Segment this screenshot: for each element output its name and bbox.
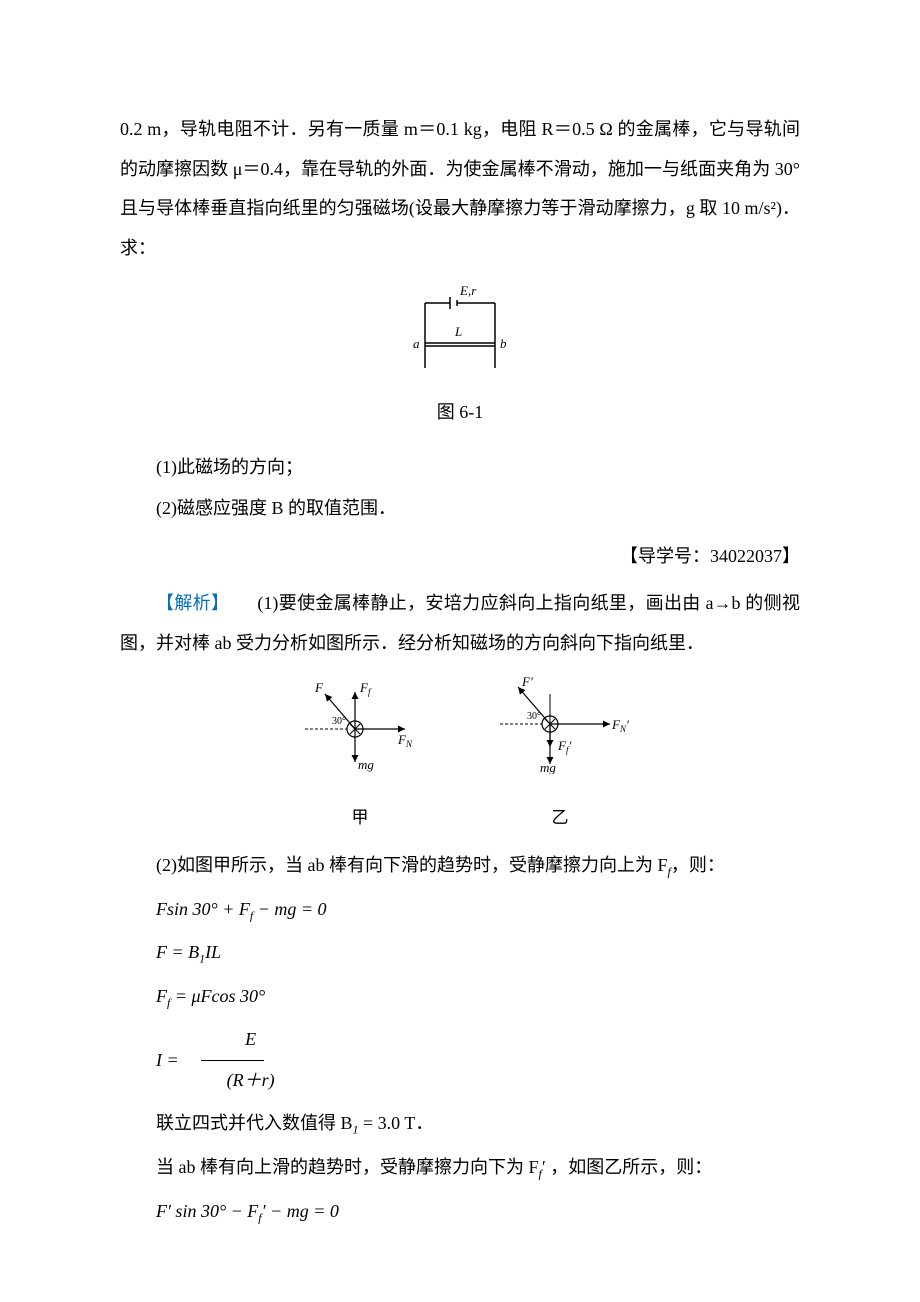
svg-text:FN: FN [397,732,413,749]
fraction-numerator: E [201,1020,264,1061]
svg-text:30°: 30° [332,716,346,727]
question-1: (1)此磁场的方向； [120,448,800,488]
circuit-figure-container: E,r L a b 图 6-1 [120,283,800,432]
svg-text:Ff′: Ff′ [557,738,571,755]
svg-text:mg: mg [358,757,374,772]
svg-text:Ff: Ff [359,680,372,697]
fraction-denominator: (R＋r) [187,1061,279,1101]
terminal-b: b [500,336,507,351]
equation-4: I = E (R＋r) [120,1020,800,1100]
diagram-label-yi: 乙 [490,799,630,836]
svg-text:FN′: FN′ [611,717,629,734]
equation-5: F′ sin 30° − Ff′ − mg = 0 [120,1192,800,1232]
equation-2: F = B1IL [120,933,800,973]
figure-1-label: 图 6-1 [120,393,800,433]
question-2: (2)磁感应强度 B 的取值范围． [120,489,800,529]
svg-text:F: F [314,680,324,695]
force-diagram-jia-wrapper: F 30° Ff FN mg 甲 [290,674,430,836]
circuit-diagram: E,r L a b [395,283,525,373]
svg-text:30°: 30° [527,711,541,722]
analysis-label: 【解析】 [156,593,229,613]
force-diagram-yi-wrapper: F′ 30° FN′ Ff′ mg [490,674,630,836]
force-diagrams-container: F 30° Ff FN mg 甲 [120,674,800,836]
length-label: L [454,324,462,339]
reference-number: 【导学号：34022037】 [120,537,800,577]
analysis-paragraph-1: 【解析】 (1)要使金属棒静止，安培力应斜向上指向纸里，画出由 a→b 的侧视图… [120,584,800,663]
emf-label: E,r [459,283,477,298]
intro-paragraph: 0.2 m，导轨电阻不计．另有一质量 m＝0.1 kg，电阻 R＝0.5 Ω 的… [120,110,800,268]
analysis-2-intro: (2)如图甲所示，当 ab 棒有向下滑的趋势时，受静摩擦力向上为 Ff，则： [120,846,800,886]
combine-result: 联立四式并代入数值得 B1 = 3.0 T． [120,1104,800,1144]
svg-text:F′: F′ [521,674,533,689]
force-diagram-jia: F 30° Ff FN mg [290,674,430,794]
equation-1: Fsin 30° + Ff − mg = 0 [120,890,800,930]
terminal-a: a [413,336,420,351]
diagram-label-jia: 甲 [290,799,430,836]
force-diagram-yi: F′ 30° FN′ Ff′ mg [490,674,630,794]
case-2-text: 当 ab 棒有向上滑的趋势时，受静摩擦力向下为 Ff′ ，如图乙所示，则： [120,1148,800,1188]
equation-3: Ff = μFcos 30° [120,977,800,1017]
svg-text:mg: mg [540,760,556,774]
